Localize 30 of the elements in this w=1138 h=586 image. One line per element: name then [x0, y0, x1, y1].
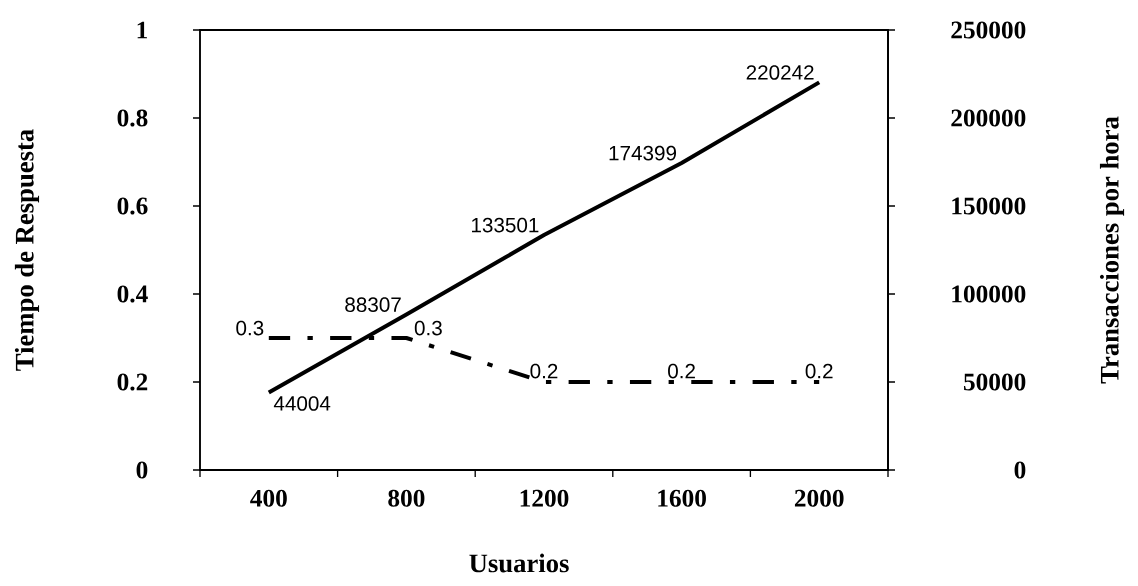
data-label: 0.2	[668, 363, 695, 379]
data-label: 0.2	[805, 363, 833, 379]
y2-tick-label: 0	[1014, 461, 1026, 479]
y2-tick-label: 150000	[952, 197, 1026, 215]
data-label: 0.3	[414, 320, 442, 336]
y2-tick-label: 100000	[952, 285, 1026, 303]
y2-tick-label: 50000	[963, 373, 1026, 391]
y2-tick-label: 200000	[951, 109, 1026, 127]
x-axis-title: Usuarios	[469, 553, 569, 573]
data-label: 133501	[472, 217, 539, 233]
data-label: 0.2	[530, 363, 558, 379]
data-label: 44004	[273, 396, 331, 411]
y-tick-label: 0.2	[117, 373, 148, 391]
data-label: 0.3	[236, 320, 264, 336]
y-tick-label: 0.6	[117, 197, 148, 215]
x-tick-label: 400	[250, 489, 287, 507]
y-tick-label: 0.8	[117, 109, 148, 127]
x-tick-label: 1600	[658, 489, 706, 507]
y-tick-label: 0.4	[117, 285, 148, 303]
data-label: 88307	[345, 297, 401, 312]
data-label: 220242	[746, 65, 814, 80]
y-tick-label: 1	[137, 21, 147, 39]
y-axis-title: Tiempo de Respuesta	[14, 129, 40, 371]
y2-tick-label: 250000	[951, 21, 1026, 39]
x-tick-label: 800	[388, 489, 425, 507]
x-tick-label: 1200	[520, 489, 569, 507]
data-label: 174399	[609, 145, 677, 161]
x-tick-label: 2000	[794, 489, 844, 507]
y-tick-label: 0	[136, 461, 148, 479]
y2-axis-title: Transacciones por hora	[1099, 116, 1125, 384]
